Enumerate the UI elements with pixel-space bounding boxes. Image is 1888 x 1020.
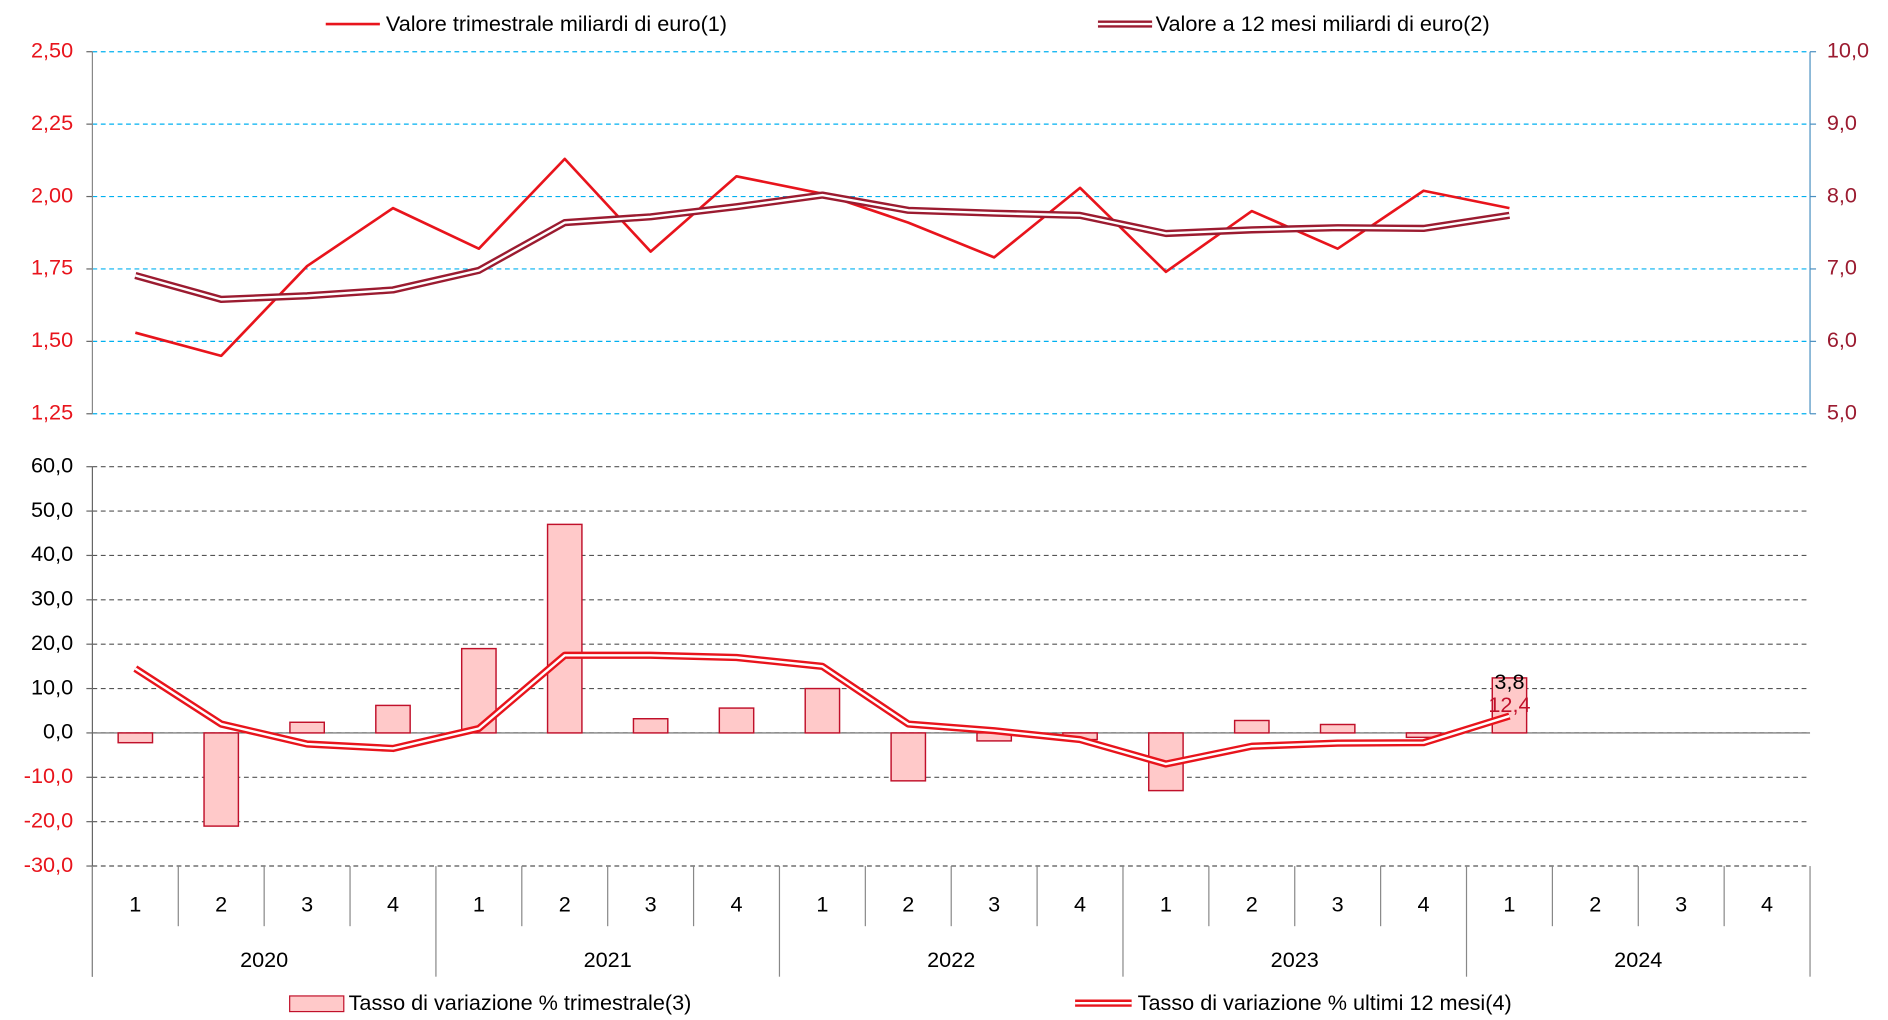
year-label: 2021 <box>584 947 632 972</box>
line <box>134 157 1510 358</box>
data-label: 3,8 <box>1494 669 1524 694</box>
data-label: 12,4 <box>1488 692 1530 717</box>
bar <box>1491 677 1528 734</box>
y-tick-label: 20,0 <box>31 630 73 655</box>
year-label: 2022 <box>927 947 975 972</box>
y-tick-label: 0,0 <box>43 719 73 744</box>
x-tick-label: 3 <box>1675 891 1687 916</box>
y-tick-label: 40,0 <box>31 541 73 566</box>
y-tick-label: 2,00 <box>31 182 73 207</box>
year-label: 2024 <box>1614 947 1662 972</box>
x-tick-label: 4 <box>730 891 742 916</box>
bar <box>117 732 154 744</box>
x-tick-label: 3 <box>988 891 1000 916</box>
bar <box>804 687 841 734</box>
y-tick-label: 60,0 <box>31 452 73 477</box>
y-tick-label: 2,50 <box>31 37 73 62</box>
y-tick-label: 2,25 <box>31 110 73 135</box>
x-tick-label: 2 <box>902 891 914 916</box>
y-tick-label: 6,0 <box>1827 327 1857 352</box>
bar <box>1319 723 1356 734</box>
y-tick-label: -20,0 <box>24 807 73 832</box>
legend-marker <box>289 995 345 1013</box>
y-tick-label: 50,0 <box>31 497 73 522</box>
legend-label: Tasso di variazione % ultimi 12 mesi(4) <box>1138 990 1512 1015</box>
x-tick-label: 2 <box>1246 891 1258 916</box>
line-inner <box>134 654 1510 766</box>
legend-label: Valore a 12 mesi miliardi di euro(2) <box>1156 11 1490 36</box>
x-tick-label: 4 <box>1418 891 1430 916</box>
x-tick-label: 3 <box>301 891 313 916</box>
y-tick-label: 1,50 <box>31 327 73 352</box>
y-tick-label: 1,25 <box>31 399 73 424</box>
y-tick-label: 8,0 <box>1827 182 1857 207</box>
y-tick-label: 10,0 <box>1827 37 1869 62</box>
x-tick-label: 4 <box>1074 891 1086 916</box>
x-tick-label: 1 <box>129 891 141 916</box>
bar <box>890 732 927 782</box>
bar <box>546 523 583 734</box>
year-label: 2023 <box>1271 947 1319 972</box>
x-tick-label: 3 <box>1332 891 1344 916</box>
y-tick-label: 7,0 <box>1827 255 1857 280</box>
x-tick-label: 1 <box>1503 891 1515 916</box>
y-tick-label: 5,0 <box>1827 399 1857 424</box>
bar <box>289 721 325 734</box>
y-tick-label: 9,0 <box>1827 110 1857 135</box>
x-tick-label: 2 <box>215 891 227 916</box>
line-inner <box>135 193 1510 301</box>
x-tick-label: 1 <box>1160 891 1172 916</box>
legend-label: Tasso di variazione % trimestrale(3) <box>349 990 692 1015</box>
bar <box>203 732 240 827</box>
bar <box>1233 719 1270 734</box>
y-tick-label: 1,75 <box>31 255 73 280</box>
year-label: 2020 <box>240 947 288 972</box>
x-tick-label: 2 <box>559 891 571 916</box>
x-tick-label: 1 <box>816 891 828 916</box>
x-tick-label: 4 <box>1761 891 1773 916</box>
bar <box>375 704 411 734</box>
x-tick-label: 2 <box>1589 891 1601 916</box>
bar <box>632 718 669 734</box>
y-tick-label: 10,0 <box>31 674 73 699</box>
bar <box>718 707 755 734</box>
y-tick-label: -10,0 <box>24 763 73 788</box>
x-tick-label: 3 <box>645 891 657 916</box>
x-tick-label: 1 <box>473 891 485 916</box>
y-tick-label: -30,0 <box>24 852 73 877</box>
y-tick-label: 30,0 <box>31 586 73 611</box>
line <box>134 191 1510 303</box>
legend-label: Valore trimestrale miliardi di euro(1) <box>386 11 727 36</box>
x-tick-label: 4 <box>387 891 399 916</box>
